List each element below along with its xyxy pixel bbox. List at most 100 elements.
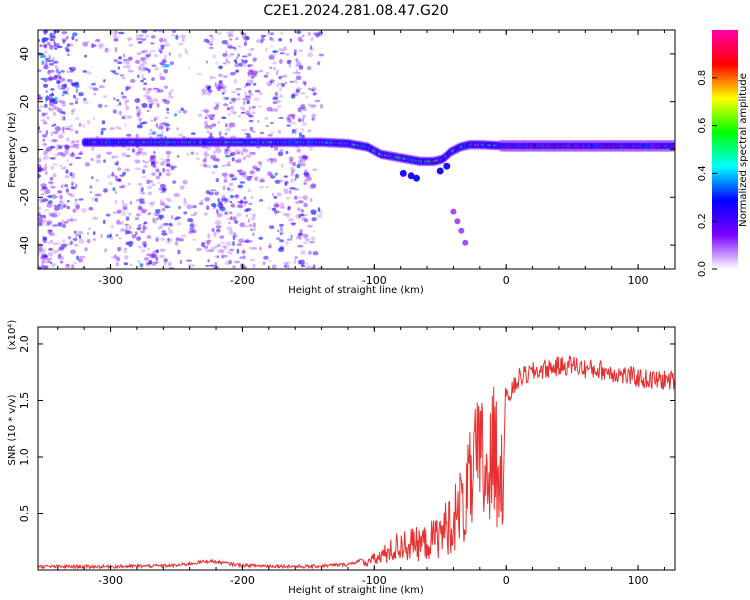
heatmap-cell [38, 167, 43, 170]
heatmap-cell [230, 204, 236, 208]
heatmap-cell [43, 65, 49, 70]
heatmap-cell [121, 199, 124, 204]
heatmap-cell [38, 130, 42, 133]
heatmap-cell [272, 107, 279, 112]
heatmap-cell [203, 240, 209, 245]
heatmap-cell [247, 64, 251, 68]
heatmap-cell [69, 102, 74, 106]
heatmap-cell [209, 189, 217, 192]
heatmap-cell [281, 163, 284, 168]
heatmap-cell [249, 126, 254, 132]
heatmap-cell [255, 167, 261, 172]
heatmap-cell [173, 192, 180, 198]
heatmap-cell [65, 264, 70, 269]
heatmap-cell [443, 162, 451, 170]
heatmap-cell [209, 116, 214, 121]
heatmap-cell [61, 102, 66, 107]
heatmap-cell [157, 89, 164, 93]
heatmap-cell [310, 183, 317, 189]
heatmap-cell [192, 238, 197, 241]
heatmap-cell [273, 203, 280, 208]
heatmap-cell [50, 131, 54, 137]
heatmap-cell [243, 196, 247, 200]
heatmap-cell [68, 236, 71, 240]
heatmap-cell [44, 170, 48, 176]
heatmap-cell [48, 62, 55, 66]
heatmap-cell [59, 87, 66, 91]
heatmap-cell [122, 77, 125, 80]
heatmap-cell [142, 87, 147, 91]
heatmap-cell [61, 219, 65, 222]
heatmap-cell [60, 144, 65, 147]
heatmap-cell [139, 201, 146, 205]
heatmap-cell [205, 112, 209, 118]
heatmap-cell [249, 258, 256, 262]
heatmap-cell [152, 219, 157, 224]
heatmap-cell [230, 203, 235, 208]
heatmap-cell [295, 58, 299, 62]
y-tick-label: 40 [18, 47, 31, 61]
heatmap-cell [47, 229, 53, 232]
heatmap-cell [146, 213, 151, 216]
heatmap-cell [149, 154, 157, 159]
heatmap-cell [206, 91, 212, 96]
heatmap-cell [263, 74, 269, 78]
heatmap-cell [188, 230, 193, 235]
heatmap-cell [225, 217, 232, 220]
heatmap-cell [142, 169, 146, 174]
heatmap-cell [58, 71, 61, 75]
heatmap-cell [115, 222, 122, 225]
heatmap-cell [151, 261, 157, 266]
heatmap-cell [271, 207, 277, 211]
heatmap-cell [78, 198, 84, 201]
heatmap-cell [145, 67, 149, 71]
heatmap-cell [141, 210, 146, 214]
heatmap-cell [111, 171, 115, 177]
heatmap-cell [235, 69, 239, 72]
heatmap-cell [93, 92, 97, 96]
heatmap-cell [61, 221, 68, 225]
heatmap-cell [168, 199, 173, 203]
heatmap-cell [61, 31, 68, 35]
heatmap-cell [38, 94, 41, 97]
heatmap-cell [174, 240, 179, 246]
heatmap-cell [301, 121, 307, 126]
heatmap-cell [146, 109, 150, 113]
heatmap-cell [219, 235, 225, 239]
heatmap-cell [266, 33, 272, 36]
heatmap-cell [165, 158, 171, 162]
snr-y-label: SNR (10 * v/v) [7, 394, 18, 465]
heatmap-cell [300, 213, 304, 217]
heatmap-cell [150, 162, 156, 167]
heatmap-cell [69, 128, 74, 132]
heatmap-cell [208, 125, 213, 130]
heatmap-cell [139, 34, 144, 37]
heatmap-cell [302, 34, 305, 37]
heatmap-cell [66, 159, 69, 163]
heatmap-cell [142, 121, 148, 125]
heatmap-cell [286, 118, 291, 124]
heatmap-cell [134, 98, 140, 103]
heatmap-cell [305, 173, 310, 178]
heatmap-cell [53, 34, 56, 38]
heatmap-cell [184, 50, 189, 55]
heatmap-cell [46, 116, 50, 120]
heatmap-cell [151, 183, 156, 187]
x-tick-label: -200 [230, 274, 255, 287]
heatmap-cell [179, 238, 184, 242]
heatmap-cell [203, 197, 210, 201]
heatmap-cell [249, 170, 255, 175]
heatmap-cell [229, 248, 235, 252]
heatmap-cell [302, 195, 308, 201]
heatmap-cell [47, 252, 53, 257]
heatmap-cell [236, 212, 242, 217]
heatmap-cell [205, 248, 211, 253]
heatmap-cell [298, 132, 303, 138]
heatmap-cell [150, 42, 155, 45]
heatmap-cell [112, 211, 118, 214]
heatmap-cell [295, 69, 298, 72]
heatmap-cell [294, 145, 300, 148]
heatmap-cell [127, 56, 134, 61]
heatmap-cell [226, 107, 231, 111]
heatmap-cell [165, 150, 172, 155]
